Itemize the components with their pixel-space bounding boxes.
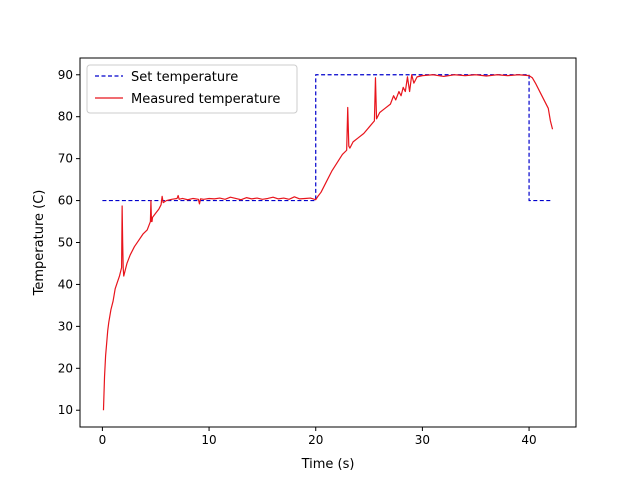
y-tick-label: 30 bbox=[58, 319, 73, 333]
x-axis-label: Time (s) bbox=[301, 457, 355, 472]
y-tick-label: 20 bbox=[58, 361, 73, 375]
legend-box bbox=[86, 64, 298, 114]
series-line-measured-temperature bbox=[102, 74, 554, 411]
y-tick-label: 60 bbox=[58, 194, 73, 208]
axis-ticks: 0 10 20 30 40 10 20 30 40 50 60 70 80 90 bbox=[58, 68, 537, 447]
x-tick-label: 10 bbox=[201, 433, 216, 447]
y-tick-label: 50 bbox=[58, 236, 73, 250]
y-axis-label: Temperature (C) bbox=[32, 190, 47, 297]
x-tick-label: 20 bbox=[308, 433, 323, 447]
series-line-set-temperature bbox=[102, 74, 553, 202]
legend: Set temperature Measured temperature bbox=[86, 64, 298, 114]
legend-label-measured-temperature: Measured temperature bbox=[131, 92, 280, 107]
y-tick-label: 90 bbox=[58, 68, 73, 82]
axes-frame bbox=[79, 57, 577, 428]
plot-area bbox=[102, 74, 554, 411]
y-tick-label: 10 bbox=[58, 403, 73, 417]
y-tick-label: 80 bbox=[58, 110, 73, 124]
x-tick-label: 30 bbox=[415, 433, 430, 447]
x-tick-label: 0 bbox=[99, 433, 107, 447]
y-tick-label: 70 bbox=[58, 152, 73, 166]
x-tick-label: 40 bbox=[521, 433, 536, 447]
legend-label-set-temperature: Set temperature bbox=[131, 70, 238, 85]
y-tick-label: 40 bbox=[58, 277, 73, 291]
